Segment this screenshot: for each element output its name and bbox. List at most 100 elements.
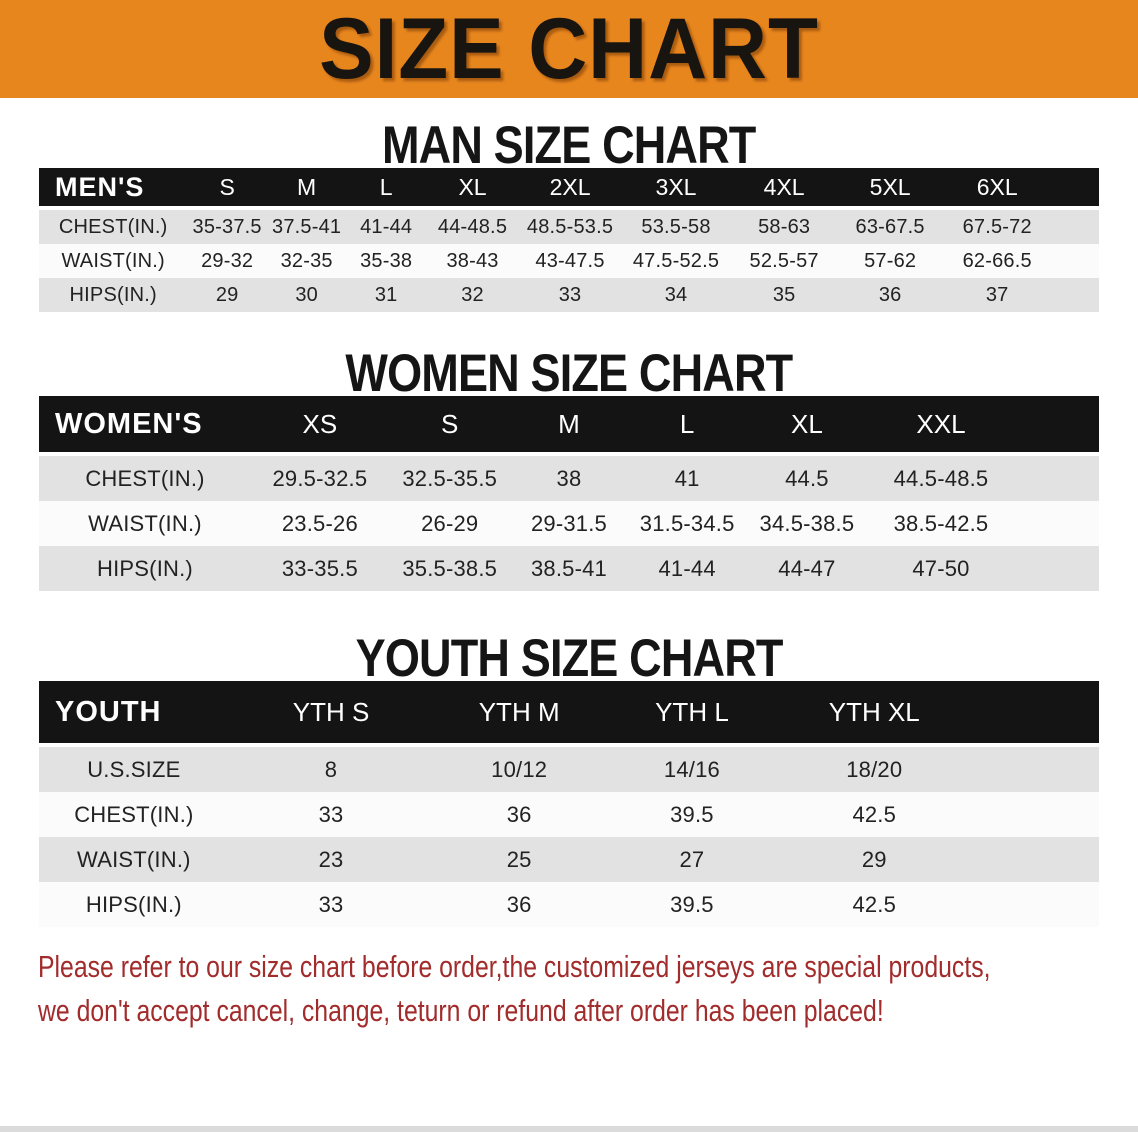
spacer-cell [1015,396,1099,456]
cell: 39.5 [605,882,779,927]
cell: 41-44 [627,546,748,591]
cell: 30 [266,278,347,312]
row-label: CHEST(IN.) [39,210,188,244]
cell: 36 [433,792,606,837]
cell: 63-67.5 [837,210,944,244]
cell: 33 [228,882,434,927]
cell: 41 [627,456,748,501]
cell: 39.5 [605,792,779,837]
cell: 32-35 [266,244,347,278]
cell: 29 [187,278,267,312]
cell: 27 [605,837,779,882]
cell: 62-66.5 [943,244,1052,278]
men-size-header-m: M [266,168,347,210]
spacer-cell [1015,501,1099,546]
cell: 41-44 [346,210,426,244]
row-label: HIPS(IN.) [39,278,188,312]
men-size-header-2xl: 2XL [519,168,621,210]
row-label: WAIST(IN.) [39,501,251,546]
men-chest-row: CHEST(IN.) 35-37.5 37.5-41 41-44 44-48.5… [39,210,1099,244]
cell: 38 [510,456,628,501]
cell: 25 [433,837,606,882]
cell: 32.5-35.5 [388,456,511,501]
cell: 33 [228,792,434,837]
cell: 8 [228,747,434,792]
youth-size-header-l: YTH L [605,681,779,747]
youth-header-row: YOUTH YTH S YTH M YTH L YTH XL [39,681,1099,747]
cell: 31.5-34.5 [627,501,748,546]
row-label: WAIST(IN.) [39,837,229,882]
women-size-header-xs: XS [250,396,389,456]
youth-size-table: YOUTH YTH S YTH M YTH L YTH XL U.S.SIZE … [39,681,1099,927]
size-chart-banner: SIZE CHART [0,0,1138,98]
cell: 23 [228,837,434,882]
cell: 42.5 [778,792,970,837]
cell: 67.5-72 [943,210,1052,244]
spacer-cell [969,747,1099,792]
men-size-header-3xl: 3XL [620,168,732,210]
youth-ussize-row: U.S.SIZE 8 10/12 14/16 18/20 [39,747,1099,792]
cell: 58-63 [731,210,838,244]
cell: 33-35.5 [250,546,389,591]
men-section-heading-text: MAN SIZE CHART [382,116,756,175]
women-section-heading: WOMEN SIZE CHART [0,344,1138,403]
cell: 29 [778,837,970,882]
men-size-header-s: S [187,168,267,210]
cell: 37.5-41 [266,210,347,244]
men-size-header-l: L [346,168,426,210]
cell: 29-32 [187,244,267,278]
cell: 18/20 [778,747,970,792]
cell: 38.5-42.5 [866,501,1016,546]
cell: 31 [346,278,426,312]
spacer-cell [1051,210,1099,244]
cell: 34 [620,278,732,312]
cell: 42.5 [778,882,970,927]
bottom-edge-strip [0,1126,1138,1132]
cell: 52.5-57 [731,244,838,278]
cell: 33 [519,278,621,312]
cell: 38.5-41 [510,546,628,591]
youth-waist-row: WAIST(IN.) 23 25 27 29 [39,837,1099,882]
men-hips-row: HIPS(IN.) 29 30 31 32 33 34 35 36 37 [39,278,1099,312]
men-size-table: MEN'S S M L XL 2XL 3XL 4XL 5XL 6XL CHEST… [39,168,1099,312]
spacer-cell [969,882,1099,927]
row-label: CHEST(IN.) [39,792,229,837]
youth-size-header-xl: YTH XL [778,681,970,747]
disclaimer-line-1: Please refer to our size chart before or… [38,949,991,984]
cell: 32 [425,278,520,312]
disclaimer-line-2: we don't accept cancel, change, teturn o… [38,993,884,1028]
cell: 26-29 [388,501,511,546]
women-size-header-xl: XL [747,396,867,456]
youth-section-heading: YOUTH SIZE CHART [0,629,1138,688]
row-label: U.S.SIZE [39,747,229,792]
cell: 53.5-58 [620,210,732,244]
women-size-table: WOMEN'S XS S M L XL XXL CHEST(IN.) 29.5-… [39,396,1099,591]
disclaimer: Please refer to our size chart before or… [38,945,1138,1033]
spacer-cell [1051,244,1099,278]
women-chest-row: CHEST(IN.) 29.5-32.5 32.5-35.5 38 41 44.… [39,456,1099,501]
men-size-header-5xl: 5XL [837,168,944,210]
women-waist-row: WAIST(IN.) 23.5-26 26-29 29-31.5 31.5-34… [39,501,1099,546]
women-corner-label: WOMEN'S [39,396,251,456]
spacer-cell [969,792,1099,837]
cell: 44.5-48.5 [866,456,1016,501]
cell: 14/16 [605,747,779,792]
cell: 37 [943,278,1052,312]
row-label: CHEST(IN.) [39,456,251,501]
youth-section-heading-text: YOUTH SIZE CHART [355,629,784,688]
spacer-cell [1051,168,1099,210]
women-section-heading-text: WOMEN SIZE CHART [345,344,794,403]
cell: 35.5-38.5 [388,546,511,591]
men-corner-label: MEN'S [39,168,188,210]
men-size-header-6xl: 6XL [943,168,1052,210]
women-size-header-s: S [388,396,511,456]
row-label: WAIST(IN.) [39,244,188,278]
youth-hips-row: HIPS(IN.) 33 36 39.5 42.5 [39,882,1099,927]
cell: 47.5-52.5 [620,244,732,278]
men-waist-row: WAIST(IN.) 29-32 32-35 35-38 38-43 43-47… [39,244,1099,278]
women-size-header-m: M [510,396,628,456]
row-label: HIPS(IN.) [39,882,229,927]
youth-chest-row: CHEST(IN.) 33 36 39.5 42.5 [39,792,1099,837]
men-header-row: MEN'S S M L XL 2XL 3XL 4XL 5XL 6XL [39,168,1099,210]
cell: 35-38 [346,244,426,278]
